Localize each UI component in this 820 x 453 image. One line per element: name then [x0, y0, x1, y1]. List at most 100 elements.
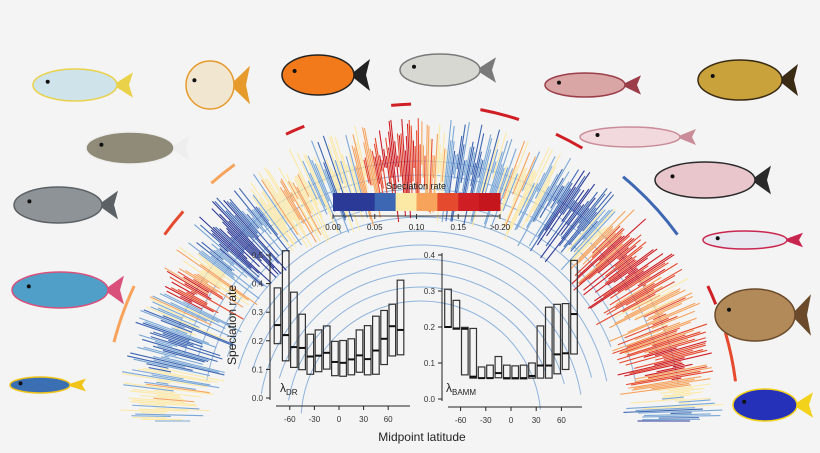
- tree-tip-branch: [544, 170, 585, 231]
- tree-tip-branch: [624, 268, 639, 279]
- tree-tip-branch: [630, 370, 714, 386]
- tree-tip-branch: [374, 137, 384, 189]
- tree-tip-branch: [487, 151, 503, 201]
- tree-tip-branch: [620, 332, 677, 353]
- tree-tip-branch: [612, 321, 692, 352]
- tree-tip-branch: [569, 226, 606, 266]
- tree-tip-branch: [595, 235, 631, 267]
- fish-body: [85, 131, 175, 165]
- tree-tip-branch: [412, 140, 415, 168]
- tree-tip-branch: [537, 182, 573, 237]
- tree-tip-branch: [599, 218, 647, 261]
- tree-tip-branch: [678, 399, 711, 403]
- fish-pufferfish: [85, 131, 190, 165]
- tree-tip-branch: [177, 288, 208, 306]
- colorbar-segment: [416, 193, 438, 211]
- tree-tip-branch: [137, 346, 204, 365]
- tree-tip-branch: [211, 232, 252, 269]
- tree-tip-branch: [279, 186, 301, 221]
- tree-tip-branch: [280, 178, 295, 202]
- tree-tip-branch: [151, 374, 211, 386]
- box: [477, 366, 486, 379]
- y-tick-label: 0.4: [252, 280, 264, 289]
- tree-branch-arc: [237, 230, 608, 382]
- tree-tip-branch: [635, 407, 696, 412]
- tree-tip-branch: [497, 167, 509, 198]
- tree-tip-branch: [570, 209, 606, 250]
- tree-tip-branch: [617, 331, 706, 361]
- tree-tip-branch: [526, 185, 550, 228]
- tree-tip-branch: [154, 340, 173, 348]
- box: [570, 259, 578, 355]
- tree-tip-branch: [651, 382, 690, 390]
- tree-tip-branch: [414, 146, 417, 196]
- clade-bar: [210, 163, 236, 185]
- tree-tip-branch: [364, 157, 372, 186]
- tree-tip-branch: [577, 235, 622, 277]
- fish-body: [13, 186, 103, 224]
- tree-tip-branch: [178, 246, 223, 279]
- tree-tip-branch: [223, 199, 287, 271]
- tree-tip-branch: [246, 213, 260, 229]
- x-tick-label: 60: [384, 415, 393, 424]
- tree-tip-branch: [568, 200, 576, 210]
- tree-tip-branch: [193, 278, 223, 298]
- tree-tip-branch: [566, 209, 604, 252]
- tree-tip-branch: [465, 152, 476, 196]
- tree-tip-branch: [634, 322, 681, 341]
- tree-tip-branch: [142, 322, 202, 345]
- tree-tip-branch: [185, 269, 244, 308]
- tree-tip-branch: [241, 210, 258, 230]
- tree-tip-branch: [120, 409, 169, 413]
- tree-tip-branch: [625, 370, 701, 386]
- tree-tip-branch: [146, 363, 169, 369]
- tree-tip-branch: [573, 208, 616, 255]
- tree-tip-branch: [164, 355, 170, 358]
- tree-tip-branch: [594, 253, 664, 302]
- tree-tip-branch: [674, 397, 711, 402]
- tree-tip-branch: [570, 220, 598, 252]
- box: [544, 306, 553, 379]
- box: [536, 325, 545, 379]
- colorbar-tick-label: 0.00: [325, 223, 341, 232]
- tree-tip-branch: [200, 269, 222, 286]
- tree-branch-arc: [300, 300, 541, 414]
- tree-tip-branch: [145, 306, 226, 341]
- tree-tip-branch: [261, 189, 287, 226]
- tree-tip-branch: [135, 413, 204, 417]
- colorbar-tick-label: 0.05: [367, 223, 383, 232]
- tree-tip-branch: [500, 165, 518, 209]
- tree-tip-branch: [183, 300, 231, 326]
- tree-tip-branch: [159, 367, 224, 382]
- tree-tip-branch: [263, 167, 307, 236]
- tree-tip-branch: [261, 179, 299, 235]
- fish-damselfish: [732, 388, 813, 422]
- tree-tip-branch: [492, 161, 497, 174]
- tree-tip-branch: [135, 321, 190, 342]
- tree-tip-branch: [648, 338, 696, 354]
- tree-tip-branch: [169, 276, 244, 320]
- tree-tip-branch: [196, 273, 220, 290]
- tree-tip-branch: [662, 396, 684, 400]
- tree-tip-branch: [314, 163, 336, 213]
- tree-tip-branch: [184, 283, 212, 300]
- tree-tip-branch: [318, 163, 326, 181]
- y-tick-label: 0.0: [424, 395, 436, 404]
- tree-tip-branch: [624, 262, 669, 291]
- tree-tip-branch: [663, 317, 697, 332]
- tree-tip-branch: [356, 142, 368, 190]
- tree-tip-branch: [569, 228, 602, 264]
- tree-tip-branch: [190, 290, 198, 295]
- tree-tip-branch: [164, 285, 214, 313]
- tree-tip-branch: [306, 182, 319, 206]
- tree-tip-branch: [652, 317, 669, 326]
- tree-tip-branch: [171, 281, 195, 296]
- tree-tip-branch: [173, 326, 197, 336]
- tree-tip-branch: [219, 213, 279, 275]
- tree-tip-branch: [353, 147, 374, 227]
- tree-tip-branch: [638, 275, 651, 284]
- y-tick-label: 0.3: [252, 308, 264, 317]
- tree-tip-branch: [589, 253, 673, 309]
- tree-tip-branch: [514, 183, 539, 231]
- tree-tip-branch: [152, 301, 236, 339]
